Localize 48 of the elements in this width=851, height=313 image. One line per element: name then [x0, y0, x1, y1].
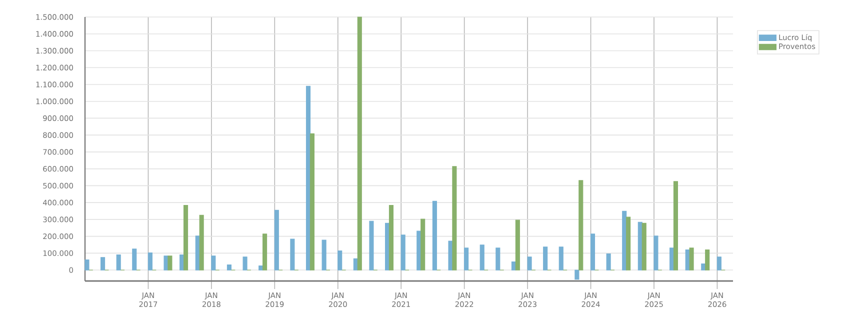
bar: [689, 248, 694, 270]
bar: [290, 238, 295, 270]
bar: [100, 257, 106, 270]
bar: [164, 256, 168, 270]
bar: [527, 256, 532, 270]
bar: [515, 220, 520, 270]
bar: [199, 214, 204, 270]
bar: [400, 234, 406, 270]
bar: [180, 254, 184, 270]
bar: [242, 256, 248, 270]
bar: [310, 133, 314, 270]
bar: [673, 181, 678, 270]
bar: [654, 236, 658, 270]
bar: [701, 263, 706, 270]
bar: [258, 266, 264, 270]
bar: [420, 218, 426, 270]
bar: [543, 246, 548, 270]
bar: [132, 248, 137, 270]
bar: [716, 256, 722, 270]
bar: [511, 261, 516, 270]
bar: [262, 234, 268, 270]
bar: [452, 166, 457, 270]
bar: [357, 16, 362, 270]
bar: [705, 249, 710, 270]
bar: [148, 252, 152, 270]
bar: [168, 256, 172, 270]
bar: [606, 254, 611, 270]
bar: [496, 248, 500, 270]
bar: [480, 244, 484, 270]
bar: [183, 204, 188, 270]
bar: [642, 222, 646, 270]
bar: [84, 259, 90, 270]
bar: [306, 86, 311, 270]
bar: [432, 200, 437, 270]
bar: [211, 256, 216, 270]
bar: [574, 270, 580, 280]
bar: [464, 248, 469, 270]
bar: [116, 254, 121, 270]
bar: [338, 250, 342, 270]
bar: [369, 220, 374, 270]
bar: [590, 234, 596, 270]
bar: [626, 216, 631, 270]
bar: [388, 204, 394, 270]
bar: [558, 246, 564, 270]
bar: [226, 264, 232, 270]
bar: [322, 240, 326, 270]
bar: [274, 210, 279, 270]
bar: [578, 180, 584, 270]
